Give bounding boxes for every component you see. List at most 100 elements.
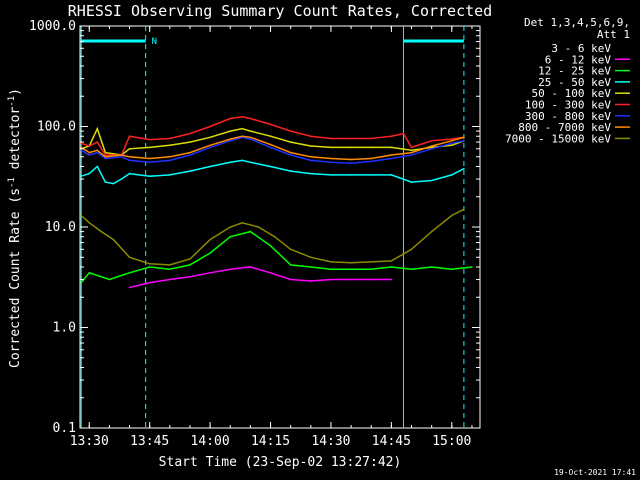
flag-label: N <box>152 37 157 47</box>
series-1-point-5 <box>229 268 232 271</box>
legend-label-1: 6 - 12 keV <box>545 53 612 66</box>
series-5-point-11 <box>241 116 244 118</box>
y-tick-label-2: 10.0 <box>45 220 76 235</box>
series-5-point-12 <box>249 117 252 120</box>
legend-title-line1: Det 1,3,4,5,6,9, <box>524 16 630 29</box>
series-1-point-11 <box>350 278 352 281</box>
series-4-point-14 <box>289 141 292 143</box>
series-8-point-21 <box>451 214 453 217</box>
series-5-point-13 <box>269 123 272 126</box>
y-tick-label-0: 0.1 <box>53 421 76 436</box>
series-7-point-16 <box>330 157 332 160</box>
series-2-point-3 <box>128 272 131 274</box>
series-2-point-5 <box>169 268 171 271</box>
x-axis-label: Start Time (23-Sep-02 13:27:42) <box>159 455 402 470</box>
series-7-point-15 <box>310 156 312 158</box>
series-5-point-10 <box>229 117 232 120</box>
series-1-point-12 <box>370 278 373 281</box>
series-6-point-15 <box>310 159 312 162</box>
series-8-point-0 <box>80 214 82 217</box>
series-6-point-10 <box>229 140 232 142</box>
series-0-point-1 <box>165 306 167 308</box>
series-layer <box>80 116 473 310</box>
series-6-point-22 <box>451 142 453 145</box>
series-3-point-1 <box>88 172 91 175</box>
series-3-point-20 <box>390 174 393 176</box>
x-tick-label-1: 13:45 <box>130 434 169 449</box>
legend-label-2: 12 - 25 keV <box>538 65 611 78</box>
series-0-point-6 <box>225 307 227 310</box>
series-8-point-6 <box>169 264 171 266</box>
series-5-point-18 <box>370 137 373 140</box>
series-2-point-18 <box>430 266 433 268</box>
series-3-point-13 <box>249 161 252 164</box>
series-4-point-20 <box>410 149 413 152</box>
series-2-point-20 <box>471 266 473 268</box>
y-tick-label-3: 100.0 <box>37 120 76 135</box>
series-3-point-23 <box>451 174 453 176</box>
series-7-point-12 <box>249 136 252 139</box>
series-5-point-0 <box>80 142 82 145</box>
series-3-point-5 <box>120 178 123 180</box>
series-7-point-1 <box>88 151 91 154</box>
series-3-point-8 <box>169 174 171 176</box>
series-3-point-6 <box>128 172 131 175</box>
series-3-point-12 <box>241 159 244 162</box>
series-7-point-0 <box>80 146 82 149</box>
series-1-point-13 <box>390 278 393 281</box>
series-6-point-17 <box>350 162 352 165</box>
series-7-point-14 <box>289 151 292 154</box>
series-2-point-12 <box>310 266 312 268</box>
series-8-point-15 <box>330 261 332 263</box>
series-8-point-1 <box>88 222 91 224</box>
series-7-point-17 <box>350 158 352 161</box>
series-5-point-19 <box>390 135 393 137</box>
series-6-point-18 <box>370 160 373 163</box>
series-line-6 <box>80 136 465 165</box>
series-3-point-15 <box>289 170 292 172</box>
series-2-point-4 <box>148 266 151 268</box>
series-7-point-7 <box>169 156 171 158</box>
series-2-point-17 <box>410 268 413 271</box>
series-8-point-16 <box>350 262 352 264</box>
series-5-point-1 <box>88 145 91 147</box>
series-3-point-7 <box>148 175 151 177</box>
series-8-point-2 <box>100 230 103 233</box>
series-4-point-8 <box>189 141 191 143</box>
series-3-point-22 <box>430 179 433 182</box>
series-0-point-10 <box>257 306 260 308</box>
series-2-point-10 <box>269 245 272 247</box>
series-7-point-10 <box>229 138 232 140</box>
series-4-point-19 <box>390 146 393 149</box>
series-4-point-7 <box>169 144 171 147</box>
series-8-point-3 <box>112 238 115 241</box>
series-5-point-6 <box>148 138 151 141</box>
series-8-point-14 <box>310 256 312 259</box>
y-label-mid: detector <box>8 107 23 178</box>
series-4-point-11 <box>241 127 244 130</box>
series-2-point-16 <box>390 266 393 268</box>
series-5-point-20 <box>402 132 405 135</box>
series-4-point-6 <box>148 146 151 149</box>
series-1-point-6 <box>249 266 252 268</box>
series-1-point-3 <box>189 275 191 278</box>
y-label-sup1: -1 <box>7 177 17 188</box>
series-8-point-22 <box>463 208 465 211</box>
series-8-point-7 <box>189 258 191 260</box>
series-7-point-2 <box>96 149 99 152</box>
series-6-point-9 <box>209 146 211 149</box>
series-6-point-19 <box>390 157 393 160</box>
series-6-point-20 <box>410 154 413 156</box>
x-tick-label-5: 14:45 <box>372 434 411 449</box>
series-line-7 <box>80 135 465 161</box>
series-3-point-18 <box>350 174 352 176</box>
series-0-point-8 <box>237 306 240 308</box>
series-5-point-17 <box>350 137 352 140</box>
legend-label-7: 800 - 7000 keV <box>518 121 611 134</box>
series-2-point-2 <box>108 278 111 281</box>
series-2-point-19 <box>451 268 453 271</box>
y-tick-label-1: 1.0 <box>53 321 76 336</box>
